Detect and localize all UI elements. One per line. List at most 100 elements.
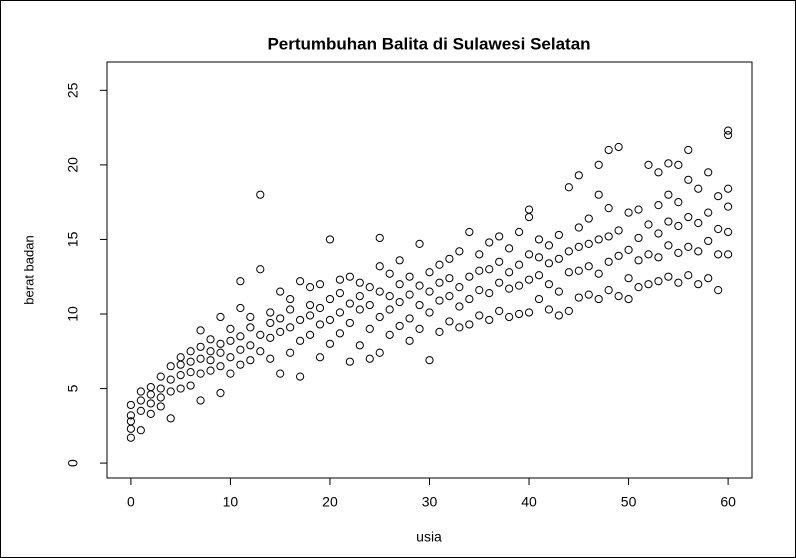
point — [465, 227, 474, 237]
point — [634, 256, 643, 265]
point — [445, 317, 454, 326]
point — [614, 291, 623, 301]
x-tick-label: 50 — [621, 494, 637, 510]
point — [186, 381, 195, 390]
point — [405, 314, 414, 323]
point — [594, 160, 603, 169]
point — [475, 266, 484, 275]
point — [455, 323, 464, 332]
point — [126, 411, 135, 420]
point — [594, 190, 603, 199]
point — [704, 274, 713, 283]
point — [664, 241, 673, 250]
point — [226, 324, 235, 333]
point — [674, 160, 683, 169]
point — [405, 290, 414, 299]
point — [325, 339, 335, 348]
point — [425, 268, 434, 277]
x-tick-label: 0 — [127, 494, 135, 510]
point — [266, 354, 275, 363]
point — [266, 318, 275, 328]
point — [335, 289, 345, 298]
point — [714, 224, 723, 234]
point — [315, 280, 325, 289]
point — [584, 290, 593, 299]
point — [166, 362, 175, 371]
point — [146, 399, 155, 408]
point — [355, 341, 364, 350]
point — [176, 371, 185, 380]
point — [136, 396, 145, 405]
point — [256, 347, 265, 356]
point — [684, 271, 693, 280]
point — [126, 400, 135, 410]
point — [385, 330, 394, 339]
point — [704, 208, 713, 217]
point — [276, 287, 285, 296]
point — [684, 242, 693, 251]
point — [435, 260, 444, 269]
point — [126, 417, 135, 426]
point — [604, 204, 613, 213]
point — [554, 230, 563, 240]
point — [405, 336, 414, 345]
x-tick-label: 30 — [422, 494, 438, 510]
point — [345, 299, 354, 308]
point — [246, 356, 255, 365]
point — [455, 302, 464, 311]
point — [176, 384, 185, 393]
point — [136, 387, 145, 396]
point — [246, 341, 255, 350]
point — [276, 369, 285, 378]
point — [375, 348, 384, 357]
point — [246, 312, 255, 322]
point — [674, 221, 683, 231]
point — [644, 220, 653, 229]
point — [216, 362, 225, 371]
point — [694, 184, 703, 193]
point — [564, 183, 573, 192]
point — [724, 202, 733, 211]
point — [375, 233, 384, 243]
y-tick-label: 15 — [65, 231, 81, 247]
point — [455, 283, 464, 292]
point — [654, 168, 663, 177]
point — [624, 274, 633, 283]
y-tick-label: 25 — [65, 82, 81, 98]
point — [305, 330, 315, 339]
point — [206, 366, 215, 375]
point — [604, 145, 613, 155]
point — [684, 175, 693, 184]
y-tick-label: 0 — [65, 459, 81, 467]
point — [166, 375, 175, 384]
point — [236, 332, 245, 341]
point — [335, 329, 345, 338]
point — [256, 190, 265, 199]
point — [465, 320, 474, 329]
point — [256, 330, 265, 339]
point — [365, 324, 374, 333]
y-tick-label: 10 — [65, 306, 81, 322]
point — [256, 265, 265, 274]
point — [514, 309, 524, 319]
point — [455, 247, 464, 256]
point — [236, 303, 245, 313]
point — [574, 293, 583, 302]
point — [226, 336, 235, 345]
point — [345, 318, 354, 328]
point — [724, 184, 733, 193]
point — [514, 260, 524, 269]
point — [524, 308, 534, 317]
point — [415, 324, 424, 333]
point — [395, 280, 404, 289]
point — [176, 353, 185, 362]
point — [614, 226, 623, 235]
point — [495, 278, 504, 287]
point — [654, 229, 663, 238]
point — [634, 233, 643, 243]
point — [206, 347, 215, 356]
point — [296, 372, 305, 381]
point — [534, 271, 544, 280]
point — [674, 278, 683, 287]
